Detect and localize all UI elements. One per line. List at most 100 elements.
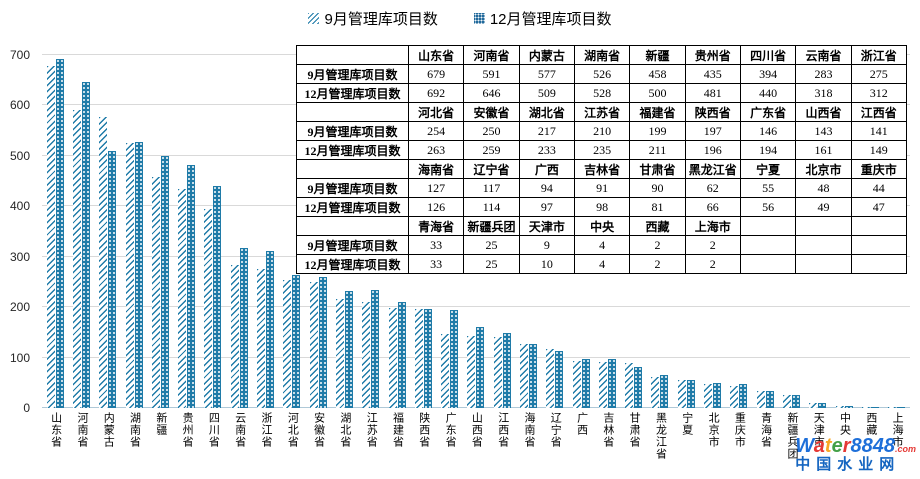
province-header-cell: 甘肃省: [629, 159, 686, 179]
bar-december: [634, 367, 643, 408]
bar-group: [279, 55, 305, 408]
value-cell: 194: [739, 140, 797, 160]
bar-september: [598, 362, 607, 408]
value-cell: 44: [850, 178, 907, 198]
chart-legend: 9月管理库项目数 12月管理库项目数: [0, 8, 920, 29]
value-cell: 33: [407, 235, 465, 255]
x-tick-label: 黑龙江省: [647, 412, 673, 476]
province-header-cell: 陕西省: [684, 102, 741, 122]
table-corner-cell: [296, 216, 409, 236]
province-header-cell: 湖北省: [518, 102, 575, 122]
value-cell: 141: [850, 121, 907, 141]
x-tick-text: 重庆市: [733, 412, 746, 448]
bar-september: [519, 343, 528, 408]
bar-group: [121, 55, 147, 408]
bar-group: [68, 55, 94, 408]
x-tick-label: 江苏省: [358, 412, 384, 476]
x-tick-label: 上海市: [884, 412, 910, 476]
legend-label-december: 12月管理库项目数: [489, 11, 612, 28]
bar-december: [213, 186, 222, 408]
legend-item-september: 9月管理库项目数: [308, 8, 438, 29]
bar-group: [699, 55, 725, 408]
bar-december: [581, 359, 590, 408]
x-tick-label: 湖北省: [331, 412, 357, 476]
bar-september: [651, 376, 660, 408]
value-cell: 146: [739, 121, 797, 141]
bar-september: [230, 265, 239, 408]
province-header-cell: [850, 216, 907, 236]
gridline: [42, 306, 910, 308]
x-tick-label: 湖南省: [121, 412, 147, 476]
row-label-cell: 12月管理库项目数: [296, 254, 409, 274]
bar-december: [81, 82, 90, 408]
bar-december: [791, 395, 800, 408]
x-tick-text: 北京市: [707, 412, 720, 448]
value-cell: 91: [573, 178, 631, 198]
value-cell: 4: [573, 235, 631, 255]
value-cell: 235: [573, 140, 631, 160]
gridline: [42, 407, 910, 408]
x-tick-text: 广东省: [444, 412, 457, 448]
value-cell: 25: [463, 235, 520, 255]
value-cell: 33: [407, 254, 465, 274]
value-cell: 149: [850, 140, 907, 160]
bar-september: [99, 117, 108, 408]
x-tick-text: 新疆: [154, 412, 167, 436]
province-header-cell: 江苏省: [573, 102, 631, 122]
value-cell: 97: [518, 197, 575, 217]
x-tick-text: 黑龙江省: [654, 412, 667, 460]
y-tick-label: 600: [9, 98, 30, 113]
bar-december: [423, 309, 432, 408]
province-header-cell: 西藏: [629, 216, 686, 236]
x-tick-text: 辽宁省: [549, 412, 562, 448]
value-cell: 199: [629, 121, 686, 141]
x-tick-label: 贵州省: [173, 412, 199, 476]
bar-group: [594, 55, 620, 408]
bar-group: [621, 55, 647, 408]
value-cell: 2: [684, 235, 741, 255]
x-tick-text: 江苏省: [365, 412, 378, 448]
row-label-cell: 9月管理库项目数: [296, 64, 409, 84]
province-header-cell: 黑龙江省: [684, 159, 741, 179]
province-header-cell: 辽宁省: [463, 159, 520, 179]
x-tick-label: 北京市: [699, 412, 725, 476]
province-header-cell: 新疆兵团: [463, 216, 520, 236]
bar-september: [572, 360, 581, 408]
plot-area: [42, 54, 910, 408]
province-header-cell: 北京市: [795, 159, 852, 179]
province-header-cell: 山西省: [795, 102, 852, 122]
x-tick-label: 宁夏: [673, 412, 699, 476]
x-tick-label: 甘肃省: [621, 412, 647, 476]
value-cell: 500: [629, 83, 686, 103]
value-cell: 481: [684, 83, 741, 103]
row-label-cell: 9月管理库项目数: [296, 235, 409, 255]
x-tick-text: 四川省: [207, 412, 220, 448]
y-tick-label: 300: [9, 249, 30, 264]
bar-december: [134, 141, 143, 408]
y-tick-label: 100: [9, 350, 30, 365]
row-label-cell: 9月管理库项目数: [296, 121, 409, 141]
x-tick-text: 中央: [838, 412, 851, 436]
bar-september: [388, 307, 397, 408]
value-cell: [739, 254, 797, 274]
bar-group: [489, 55, 515, 408]
x-tick-label: 内蒙古: [95, 412, 121, 476]
province-header-cell: 天津市: [518, 216, 575, 236]
x-tick-text: 天津市: [812, 412, 825, 448]
bar-september: [782, 395, 791, 408]
x-tick-label: 四川省: [200, 412, 226, 476]
table-corner-cell: [296, 159, 409, 179]
table-header-row: 海南省 辽宁省 广西 吉林省 甘肃省 黑龙江省 宁夏 北京市 重庆市: [296, 159, 907, 179]
value-cell: 210: [573, 121, 631, 141]
province-header-cell: 河北省: [407, 102, 465, 122]
watermark-suffix: .com: [894, 444, 916, 455]
chart-data-table: 山东省 河南省 内蒙古 湖南省 新疆 贵州省 四川省 云南省 浙江省 9月管理库项目数 679 591…: [296, 45, 907, 274]
x-tick-label: 云南省: [226, 412, 252, 476]
x-tick-label: 中央: [831, 412, 857, 476]
x-tick-text: 宁夏: [680, 412, 693, 436]
x-tick-label: 广东省: [436, 412, 462, 476]
bar-group: [726, 55, 752, 408]
value-cell: 440: [739, 83, 797, 103]
value-cell: 259: [463, 140, 520, 160]
x-tick-text: 西藏: [864, 412, 877, 436]
